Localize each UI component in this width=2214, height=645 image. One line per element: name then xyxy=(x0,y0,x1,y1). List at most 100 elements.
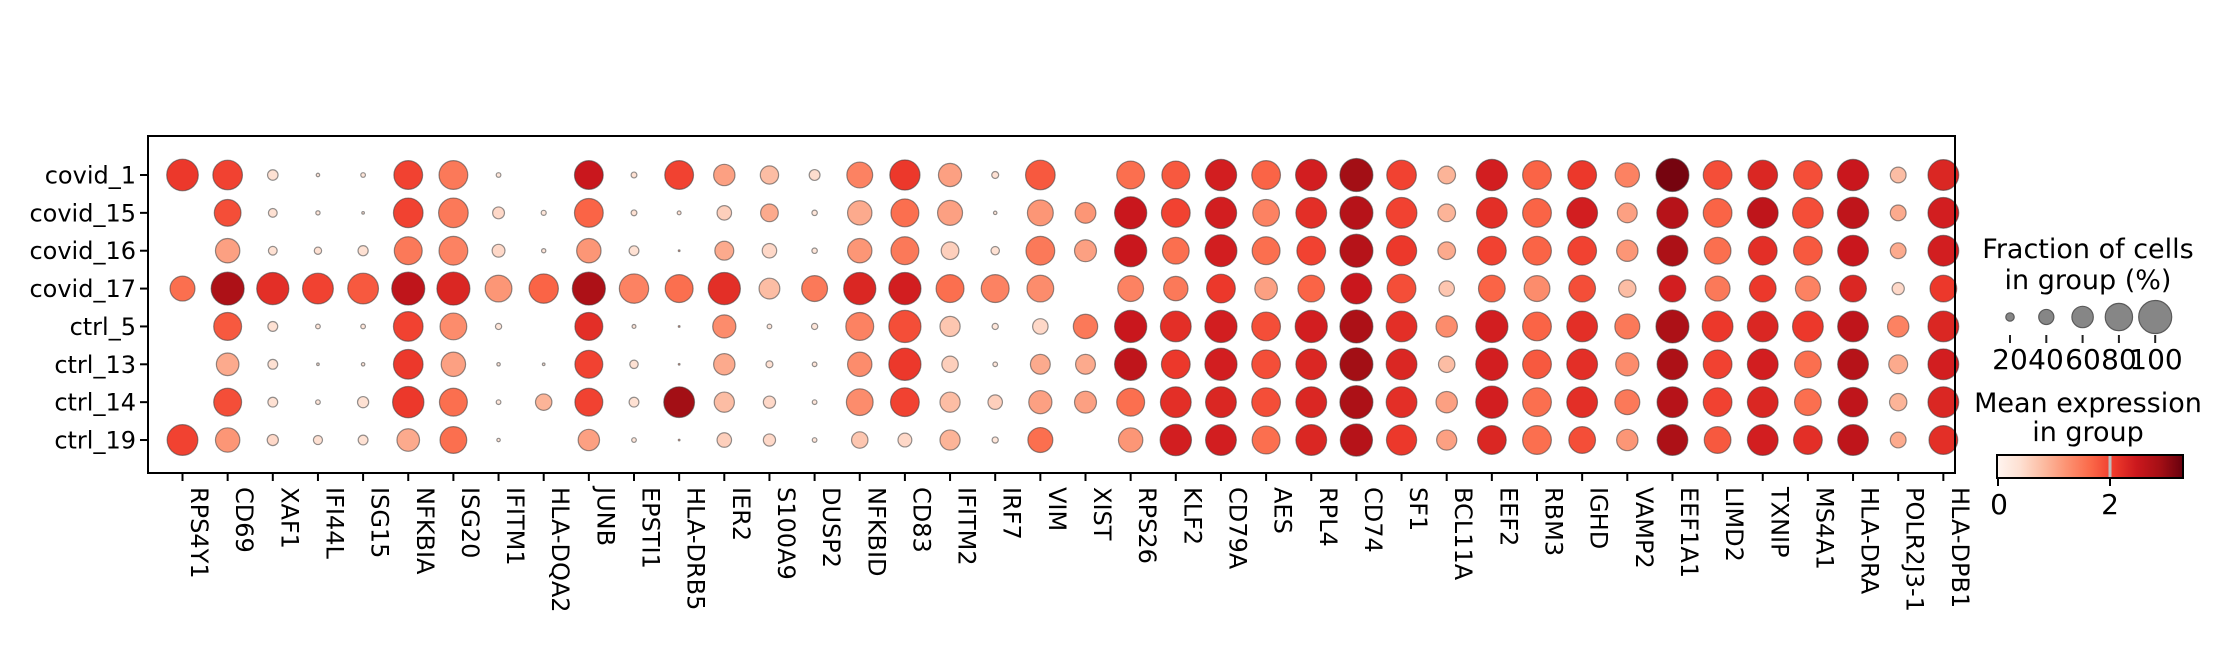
expression-dot xyxy=(438,160,469,190)
expression-dot xyxy=(573,197,604,228)
expression-dot xyxy=(1437,355,1456,374)
expression-dot xyxy=(1927,310,1960,343)
expression-dot xyxy=(1437,165,1457,185)
expression-dot xyxy=(1163,275,1189,302)
expression-dot xyxy=(1566,310,1599,343)
expression-dot xyxy=(1792,160,1823,190)
expression-dot xyxy=(1161,236,1190,265)
expression-dot xyxy=(677,325,681,328)
expression-dot xyxy=(1160,197,1191,228)
gene-label: MS4A1 xyxy=(1810,487,1838,570)
expression-dot xyxy=(888,271,922,306)
expression-dot xyxy=(1522,197,1552,228)
expression-dot xyxy=(577,428,601,452)
expression-dot xyxy=(1656,348,1689,381)
expression-dot xyxy=(213,311,243,341)
expression-dot xyxy=(1836,196,1870,230)
expression-dot xyxy=(1888,354,1909,375)
expression-dot xyxy=(677,438,681,442)
expression-dot xyxy=(1032,318,1049,335)
expression-dot xyxy=(1117,427,1144,453)
expression-dot xyxy=(630,209,638,217)
gene-label: IFITM2 xyxy=(953,487,981,566)
expression-dot xyxy=(941,355,959,374)
expression-dot xyxy=(1475,385,1509,419)
expression-dot xyxy=(890,198,920,228)
expression-dot xyxy=(846,237,873,264)
expression-dot xyxy=(1701,310,1734,343)
expression-dot xyxy=(1837,386,1869,418)
gene-label: CD83 xyxy=(907,487,935,553)
expression-dot xyxy=(214,427,241,453)
expression-dot xyxy=(1295,386,1328,419)
expression-dot xyxy=(1927,386,1960,419)
expression-dot xyxy=(1614,313,1641,340)
expression-dot xyxy=(1339,195,1374,230)
size-legend-dot xyxy=(2005,312,2015,322)
gene-label: CD79A xyxy=(1223,487,1251,570)
expression-dot xyxy=(1116,160,1146,190)
row-label: ctrl_13 xyxy=(54,351,136,379)
expression-dot xyxy=(1522,311,1552,342)
colorbar-legend: Mean expression in group 0 2 xyxy=(1974,388,2202,521)
expression-dot xyxy=(890,236,920,266)
row-label: covid_1 xyxy=(45,162,136,190)
gene-label: IFI44L xyxy=(320,487,348,560)
expression-dot xyxy=(496,437,501,443)
expression-dot xyxy=(1927,196,1960,229)
expression-dot xyxy=(1251,311,1282,342)
expression-dot xyxy=(889,159,921,191)
gene-label: HLA-DPB1 xyxy=(1946,487,1974,608)
expression-dot xyxy=(1385,348,1418,381)
expression-dot xyxy=(1339,423,1374,457)
expression-dot xyxy=(677,249,681,253)
expression-dot xyxy=(571,271,606,306)
expression-dot xyxy=(1475,347,1509,381)
expression-dot xyxy=(1025,235,1056,266)
expression-dot xyxy=(438,235,469,266)
expression-dot xyxy=(811,209,818,217)
expression-dot xyxy=(677,362,681,366)
expression-dot xyxy=(1927,159,1960,191)
expression-dot xyxy=(1113,234,1148,268)
expression-dot xyxy=(760,203,779,223)
expression-dot xyxy=(987,394,1004,411)
expression-dot xyxy=(1791,310,1824,343)
expression-dot xyxy=(1889,166,1907,184)
expression-dot xyxy=(1339,347,1374,382)
expression-dot xyxy=(313,246,323,255)
expression-dot xyxy=(631,323,637,329)
expression-dot xyxy=(1702,349,1733,380)
expression-dot xyxy=(1522,349,1552,380)
expression-dot xyxy=(1746,196,1779,229)
expression-dot xyxy=(361,210,365,215)
expression-dot xyxy=(1385,386,1418,419)
expression-dot xyxy=(762,395,777,409)
expression-dot xyxy=(1160,349,1191,380)
expression-dot xyxy=(1568,274,1597,303)
expression-dot xyxy=(1928,425,1959,455)
gene-label: RBM3 xyxy=(1540,487,1568,556)
expression-dot xyxy=(1655,157,1690,193)
expression-dot xyxy=(256,271,290,306)
expression-dot xyxy=(1747,235,1778,266)
expression-dot xyxy=(1438,280,1456,297)
gene-label: XIST xyxy=(1088,487,1116,541)
expression-dot xyxy=(1929,274,1958,303)
expression-dot xyxy=(1792,235,1823,266)
expression-dot xyxy=(1117,275,1145,303)
expression-dot xyxy=(1339,233,1374,268)
expression-dot xyxy=(618,273,650,304)
expression-dot xyxy=(439,426,468,454)
gene-label: SF1 xyxy=(1404,487,1432,531)
gene-label: CD69 xyxy=(230,487,258,553)
size-legend-dots xyxy=(2005,299,2173,343)
expression-dot xyxy=(1074,353,1097,375)
expression-dot xyxy=(360,172,367,178)
expression-dot xyxy=(214,237,241,264)
plot-area: covid_1 covid_15 covid_16 covid_17 ctrl_5ctr… xyxy=(29,157,1974,613)
expression-dot xyxy=(936,199,964,226)
expression-dot xyxy=(1567,160,1598,190)
expression-dot xyxy=(1385,424,1418,456)
expression-dot xyxy=(1296,235,1327,266)
